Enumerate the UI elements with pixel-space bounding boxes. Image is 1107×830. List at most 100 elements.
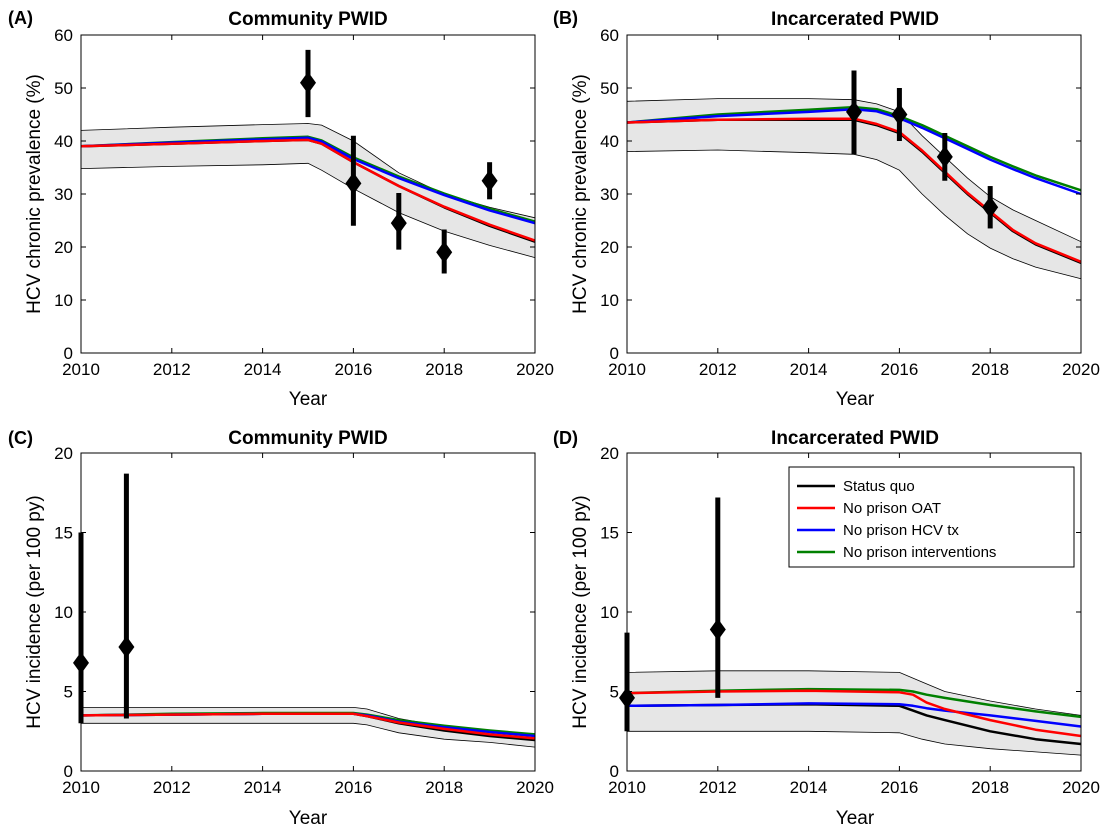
band-upper-bound — [626, 98, 1082, 243]
y-tick-label: 15 — [54, 524, 73, 543]
x-tick-label: 2016 — [880, 360, 918, 379]
band-lower-bound — [626, 149, 1082, 280]
uncertainty-band — [81, 123, 535, 258]
x-tick-label: 2020 — [516, 778, 554, 797]
data-point-diamond — [481, 169, 498, 192]
y-tick-label: 20 — [600, 444, 619, 463]
legend-entry: Status quo — [843, 478, 915, 495]
series-line-no-prison-hcv-tx — [626, 107, 1082, 196]
data-point-diamond — [846, 100, 862, 123]
band-upper-bound — [626, 670, 1082, 716]
x-axis-label: Year — [836, 389, 875, 410]
y-tick-label: 60 — [600, 26, 619, 45]
panel-title: Incarcerated PWID — [771, 428, 939, 449]
data-point-diamond — [982, 196, 999, 219]
x-tick-label: 2010 — [62, 360, 100, 379]
x-tick-label: 2012 — [153, 778, 191, 797]
x-tick-label: 2010 — [62, 778, 100, 797]
data-point-diamond — [936, 145, 953, 168]
data-point-diamond — [300, 71, 316, 94]
plot-area: 2010 2012 2014 2016 2018 2020 0 10 20 30 40 50 60 — [600, 26, 1100, 379]
x-tick-label: 2018 — [971, 778, 1009, 797]
panel-b: 2010 2012 2014 2016 2018 2020 0 10 20 30 40 50 60 (B… — [553, 8, 1100, 410]
plot-area: 2010 2012 2014 2016 2018 2020 0 10 20 30 40 50 60 — [54, 26, 554, 379]
y-tick-label: 40 — [54, 132, 73, 151]
legend: Status quo No prison OAT No prison HCV t… — [788, 466, 1075, 568]
x-tick-label: 2018 — [971, 360, 1009, 379]
y-tick-label: 30 — [54, 185, 73, 204]
x-tick-label: 2018 — [425, 778, 463, 797]
data-point-diamond — [118, 635, 135, 658]
x-tick-label: 2020 — [516, 360, 554, 379]
y-tick-label: 0 — [610, 762, 619, 781]
series-line-no-prison-oat — [80, 712, 536, 740]
y-axis-label: HCV incidence (per 100 py) — [570, 495, 591, 728]
x-axis-label: Year — [289, 389, 328, 410]
band-lower-bound — [80, 162, 536, 258]
series-line-no-prison-hcv-tx — [80, 136, 536, 225]
data-point-diamond — [709, 618, 726, 641]
panel-d: 2010 2012 2014 2016 2018 2020 0 5 10 15 20 (D) Inc… — [553, 428, 1100, 829]
y-tick-label: 0 — [610, 344, 619, 363]
panel-title: Community PWID — [228, 428, 387, 449]
uncertainty-band — [627, 670, 1081, 756]
x-tick-label: 2014 — [790, 360, 828, 379]
y-tick-label: 50 — [54, 79, 73, 98]
y-axis-label: HCV chronic prevalence (%) — [570, 74, 591, 314]
y-tick-label: 40 — [600, 132, 619, 151]
y-tick-label: 60 — [54, 26, 73, 45]
legend-entry: No prison HCV tx — [843, 522, 959, 539]
y-tick-label: 30 — [600, 185, 619, 204]
x-tick-label: 2014 — [244, 360, 282, 379]
x-tick-label: 2012 — [153, 360, 191, 379]
y-tick-label: 0 — [64, 762, 73, 781]
series-line-no-prison-interventions — [626, 105, 1082, 192]
x-tick-label: 2010 — [608, 360, 646, 379]
y-tick-label: 10 — [600, 291, 619, 310]
x-tick-label: 2010 — [608, 778, 646, 797]
uncertainty-band — [81, 707, 535, 748]
x-tick-label: 2016 — [334, 778, 372, 797]
panel-title: Community PWID — [228, 9, 387, 30]
x-tick-label: 2020 — [1062, 778, 1100, 797]
data-point-diamond — [390, 212, 407, 235]
x-tick-label: 2016 — [334, 360, 372, 379]
y-tick-label: 10 — [600, 603, 619, 622]
panel-label: (D) — [553, 428, 578, 448]
data-point-diamond — [345, 172, 362, 195]
panel-label: (C) — [8, 428, 33, 448]
y-tick-label: 50 — [600, 79, 619, 98]
plot-area: 2010 2012 2014 2016 2018 2020 0 5 10 15 20 — [600, 444, 1100, 797]
series-line-no-prison-oat — [626, 117, 1082, 263]
x-tick-label: 2014 — [244, 778, 282, 797]
panel-label: (B) — [553, 8, 578, 28]
x-axis-label: Year — [836, 808, 875, 829]
x-tick-label: 2012 — [699, 360, 737, 379]
series-line-no-prison-oat — [626, 689, 1082, 738]
y-tick-label: 15 — [600, 524, 619, 543]
y-tick-label: 10 — [54, 603, 73, 622]
series-line-no-prison-oat — [80, 138, 536, 242]
band-lower-bound — [81, 722, 536, 748]
y-tick-label: 20 — [54, 238, 73, 257]
data-point-diamond — [891, 103, 908, 126]
panel-label: (A) — [8, 8, 33, 28]
band-lower-bound — [627, 730, 1082, 756]
y-tick-label: 5 — [610, 683, 619, 702]
y-tick-label: 10 — [54, 291, 73, 310]
x-tick-label: 2020 — [1062, 360, 1100, 379]
y-tick-label: 5 — [64, 683, 73, 702]
x-axis-label: Year — [289, 808, 328, 829]
series-line-no-prison-hcv-tx — [626, 702, 1082, 728]
y-axis-label: HCV incidence (per 100 py) — [24, 495, 45, 728]
data-point-diamond — [436, 241, 453, 264]
x-tick-label: 2014 — [790, 778, 828, 797]
legend-box — [788, 466, 1075, 568]
panel-c: 2010 2012 2014 2016 2018 2020 0 5 10 15 20 (C) Com… — [8, 428, 554, 829]
x-tick-label: 2012 — [699, 778, 737, 797]
y-axis-label: HCV chronic prevalence (%) — [24, 74, 45, 314]
panel-title: Incarcerated PWID — [771, 9, 939, 30]
legend-entry: No prison OAT — [843, 500, 941, 517]
plot-area: 2010 2012 2014 2016 2018 2020 0 5 10 15 20 — [54, 444, 554, 797]
